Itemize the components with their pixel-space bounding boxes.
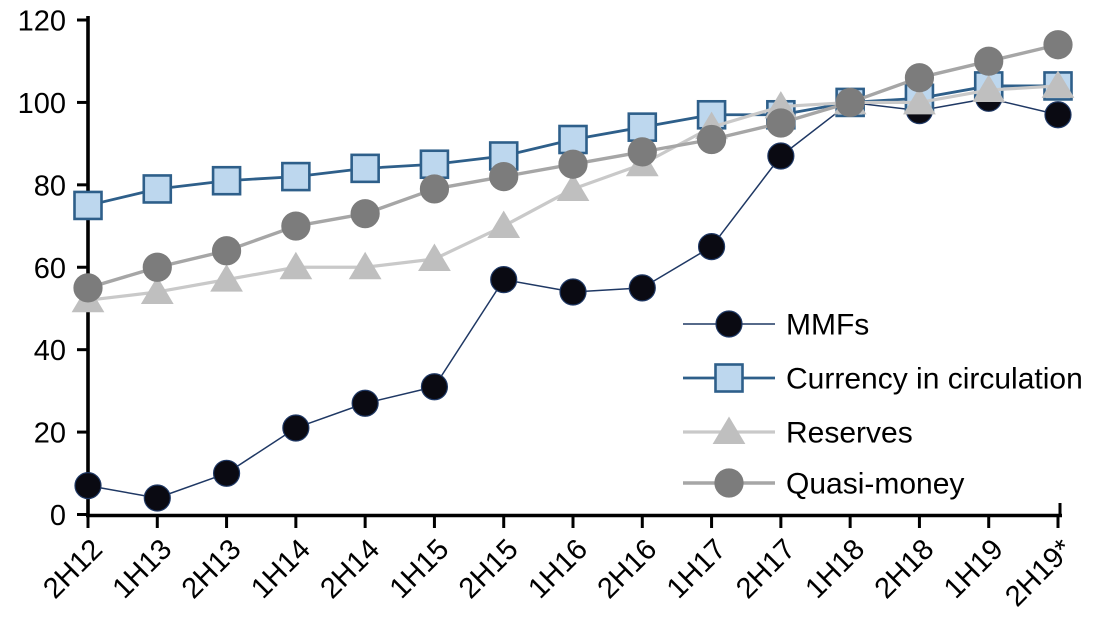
series-marker-currency (73, 190, 103, 221)
x-tick-label: 2H18 (869, 533, 941, 605)
series-marker-reserves (140, 276, 174, 304)
series-marker-mmfs (212, 459, 241, 487)
y-tick-label: 60 (34, 253, 66, 285)
series-marker-currency (281, 161, 311, 192)
x-tick-label: 1H14 (245, 533, 317, 605)
legend-marker-reserves (712, 416, 746, 444)
series-marker-mmfs (490, 266, 518, 294)
series-marker-mmfs (1044, 101, 1072, 129)
legend-marker-currency (714, 363, 744, 393)
x-tick-label: 2H15 (453, 533, 525, 605)
series-marker-reserves (210, 264, 243, 292)
y-tick-label: 0 (50, 500, 66, 532)
x-tick-label: 2H19* (999, 533, 1079, 613)
series-marker-reserves (1041, 70, 1075, 98)
x-tick-label: 1H19 (938, 533, 1010, 605)
series-marker-currency (350, 153, 380, 184)
series-marker-quasi (1043, 30, 1073, 60)
series-marker-quasi (211, 236, 242, 266)
series-marker-mmfs (628, 274, 656, 302)
series-marker-mmfs (143, 484, 171, 512)
series-marker-mmfs (282, 414, 310, 442)
series-marker-quasi (627, 137, 657, 167)
series-marker-mmfs (74, 472, 102, 500)
series-marker-reserves (348, 251, 382, 280)
series-marker-mmfs (697, 233, 726, 261)
legend-marker-quasi (714, 468, 744, 498)
series-marker-currency (627, 112, 658, 142)
series-marker-quasi (489, 161, 519, 192)
series-marker-currency (211, 165, 242, 196)
x-tick-label: 1H13 (107, 533, 179, 605)
x-tick-label: 1H16 (522, 533, 594, 605)
y-tick-label: 120 (18, 6, 66, 38)
legend-marker-mmfs (715, 310, 743, 338)
x-tick-label: 2H14 (314, 533, 386, 605)
x-tick-label: 1H18 (799, 533, 871, 605)
x-tick-label: 2H13 (176, 533, 248, 605)
x-tick-label: 2H12 (37, 533, 109, 605)
x-tick-label: 1H15 (384, 533, 456, 605)
series-marker-reserves (903, 86, 936, 115)
y-tick-label: 20 (34, 418, 66, 450)
series-marker-reserves (972, 74, 1006, 103)
y-tick-label: 100 (18, 88, 66, 120)
x-tick-label: 1H17 (661, 533, 733, 605)
series-marker-quasi (766, 108, 796, 138)
series-marker-quasi (974, 46, 1004, 76)
series-marker-reserves (279, 251, 313, 280)
series-marker-quasi (904, 63, 935, 93)
series-marker-reserves (418, 243, 451, 272)
legend-label-mmfs: MMFs (786, 309, 869, 342)
series-marker-quasi (419, 174, 450, 204)
series-marker-quasi (696, 124, 727, 155)
series-marker-quasi (558, 149, 588, 179)
series-marker-mmfs (351, 389, 379, 417)
series-marker-quasi (350, 199, 380, 229)
y-tick-label: 80 (34, 170, 66, 202)
series-marker-quasi (835, 87, 865, 118)
x-tick-label: 2H17 (730, 533, 802, 605)
series-marker-mmfs (559, 278, 587, 306)
legend-label-quasi: Quasi-money (786, 468, 964, 501)
series-marker-reserves (487, 210, 521, 239)
series-marker-mmfs (420, 373, 449, 401)
series-marker-mmfs (767, 142, 795, 170)
series-marker-currency (419, 149, 450, 180)
legend-label-currency: Currency in circulation (786, 363, 1083, 396)
legend-label-reserves: Reserves (786, 417, 913, 450)
y-tick-label: 40 (34, 335, 66, 367)
series-marker-quasi (281, 211, 311, 241)
x-tick-label: 2H16 (592, 533, 664, 605)
series-marker-currency (142, 174, 173, 204)
series-marker-quasi (142, 252, 172, 282)
series-marker-quasi (73, 273, 103, 303)
series-marker-currency (558, 124, 588, 155)
series-marker-reserves (556, 173, 590, 201)
